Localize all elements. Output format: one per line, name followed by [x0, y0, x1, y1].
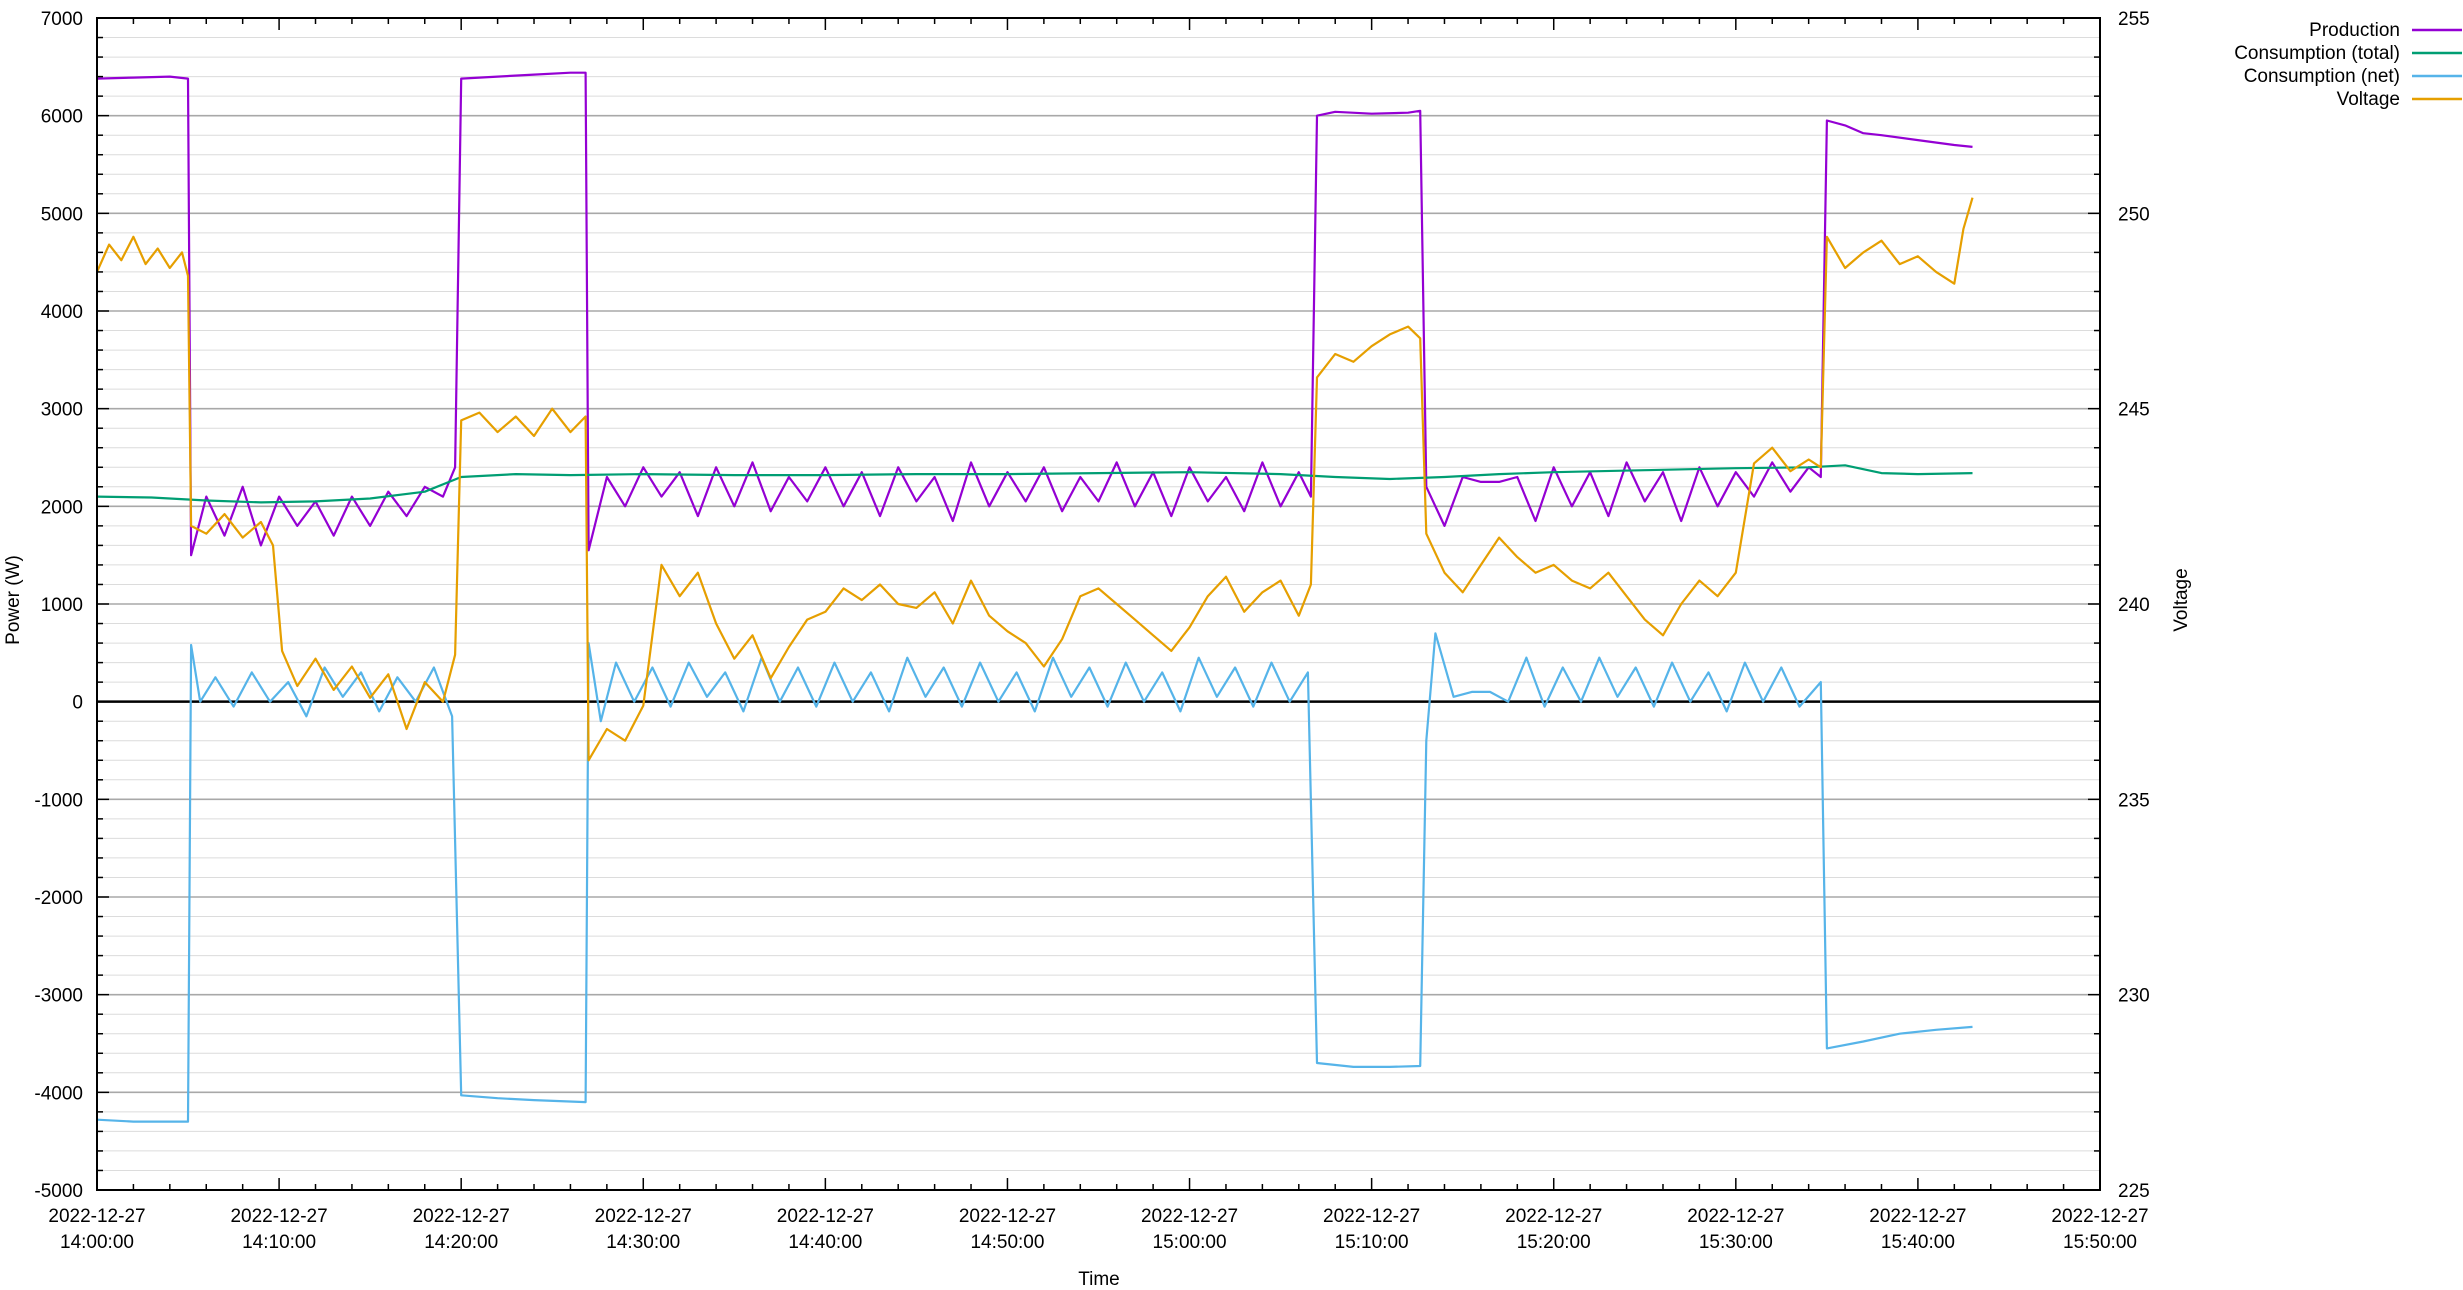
x-tick-label-date: 2022-12-27 — [1505, 1206, 1602, 1227]
tick-labels: 7000 6000 5000 4000 3000 2000 1000 0 -1000 -2000 -… — [34, 9, 2149, 1253]
x-tick-label-date: 2022-12-27 — [1323, 1206, 1420, 1227]
x-tick-label-date: 2022-12-27 — [48, 1206, 145, 1227]
y-tick-label: 7000 — [41, 9, 83, 30]
legend-label: Production — [2309, 20, 2400, 41]
x-tick-label-date: 2022-12-27 — [595, 1206, 692, 1227]
y2-tick-label: 255 — [2118, 9, 2150, 30]
x-tick-label-time: 14:10:00 — [242, 1232, 316, 1253]
x-tick-label-time: 15:30:00 — [1699, 1232, 1773, 1253]
y-axis-title: Power (W) — [3, 555, 24, 645]
x-tick-label-time: 14:40:00 — [788, 1232, 862, 1253]
x-tick-label-date: 2022-12-27 — [1141, 1206, 1238, 1227]
y-tick-label: -3000 — [34, 986, 83, 1007]
legend-label: Consumption (net) — [2244, 66, 2400, 87]
series-line-0 — [96, 71, 1973, 557]
series-line-3 — [95, 197, 1974, 762]
series-line-1 — [96, 464, 1973, 504]
y2-tick-label: 250 — [2118, 204, 2150, 225]
grid — [97, 37, 2100, 1171]
x-tick-label-date: 2022-12-27 — [1687, 1206, 1784, 1227]
y-tick-label: 1000 — [41, 595, 83, 616]
y-tick-label: 5000 — [41, 204, 83, 225]
x-tick-label-date: 2022-12-27 — [230, 1206, 327, 1227]
series-lines — [95, 71, 1974, 1123]
y-tick-label: -5000 — [34, 1181, 83, 1202]
legend-label: Voltage — [2337, 89, 2400, 110]
x-tick-label-time: 14:30:00 — [606, 1232, 680, 1253]
x-tick-label-date: 2022-12-27 — [413, 1206, 510, 1227]
series-line-2 — [96, 632, 1973, 1123]
x-axis-title: Time — [1078, 1269, 1120, 1290]
y-tick-label: 6000 — [41, 107, 83, 128]
x-tick-label-time: 14:00:00 — [60, 1232, 134, 1253]
y2-tick-label: 245 — [2118, 400, 2150, 421]
x-tick-label-time: 15:10:00 — [1335, 1232, 1409, 1253]
y2-tick-label: 225 — [2118, 1181, 2150, 1202]
x-tick-label-time: 15:00:00 — [1153, 1232, 1227, 1253]
y-tick-label: 3000 — [41, 400, 83, 421]
y-tick-label: -1000 — [34, 790, 83, 811]
y2-tick-label: 230 — [2118, 986, 2150, 1007]
y2-tick-label: 235 — [2118, 790, 2150, 811]
x-tick-label-date: 2022-12-27 — [2051, 1206, 2148, 1227]
y-tick-label: 2000 — [41, 497, 83, 518]
legend-label: Consumption (total) — [2234, 43, 2400, 64]
x-tick-label-time: 15:40:00 — [1881, 1232, 1955, 1253]
x-tick-label-time: 14:50:00 — [970, 1232, 1044, 1253]
x-tick-label-time: 15:50:00 — [2063, 1232, 2137, 1253]
x-tick-label-date: 2022-12-27 — [959, 1206, 1056, 1227]
x-tick-label-date: 2022-12-27 — [1869, 1206, 1966, 1227]
x-tick-label-date: 2022-12-27 — [777, 1206, 874, 1227]
x-tick-label-time: 14:20:00 — [424, 1232, 498, 1253]
y2-tick-label: 240 — [2118, 595, 2150, 616]
y-tick-label: 0 — [72, 693, 83, 714]
ticks — [96, 17, 2101, 1191]
y-tick-label: -2000 — [34, 888, 83, 909]
y2-axis-title: Voltage — [2171, 568, 2192, 631]
y-tick-label: -4000 — [34, 1083, 83, 1104]
x-tick-label-time: 15:20:00 — [1517, 1232, 1591, 1253]
y-tick-label: 4000 — [41, 302, 83, 323]
